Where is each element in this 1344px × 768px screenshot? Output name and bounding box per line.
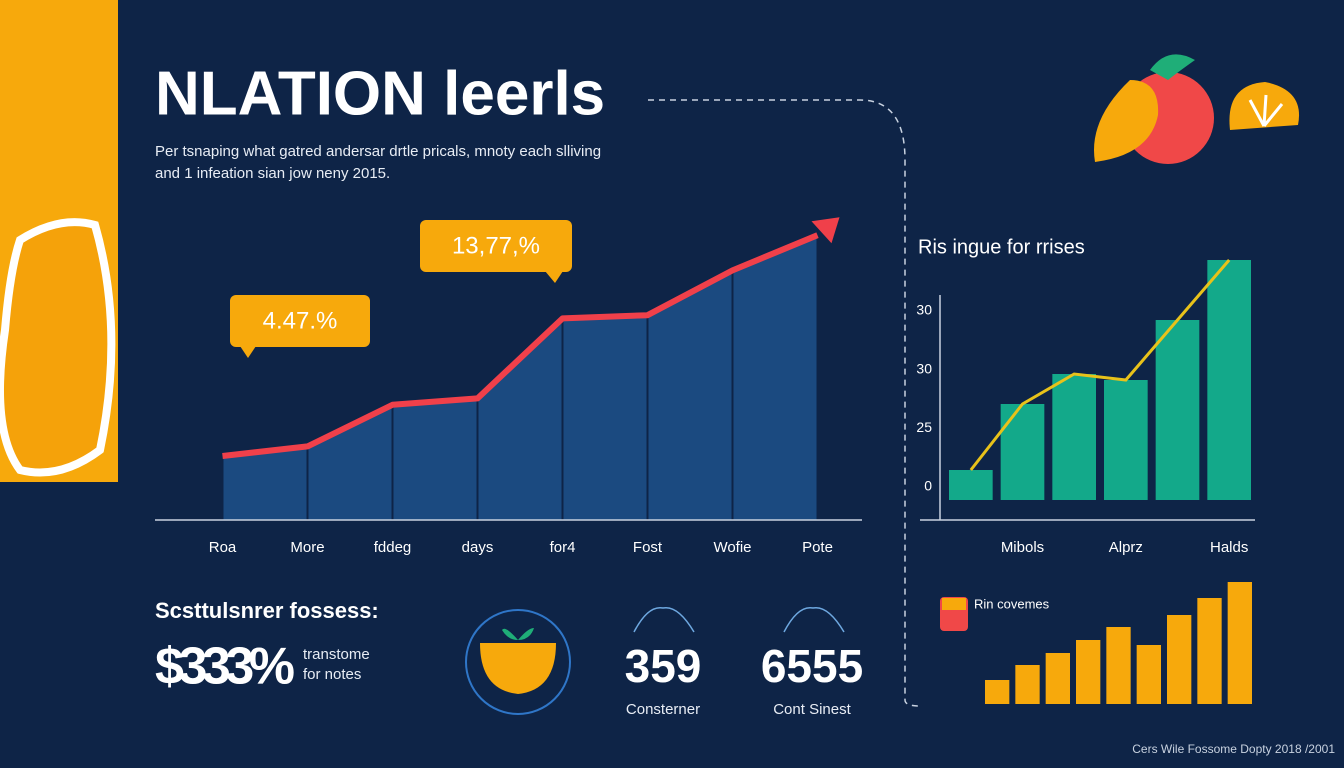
bar bbox=[985, 680, 1010, 704]
stat-label: transtome bbox=[303, 646, 370, 663]
y-tick-label: 30 bbox=[916, 302, 932, 318]
x-tick-label: fddeg bbox=[374, 539, 412, 556]
bar bbox=[1052, 374, 1096, 500]
glass-icon bbox=[0, 218, 116, 477]
x-tick-label: Alprz bbox=[1109, 539, 1143, 556]
subtitle: and 1 infeation sian jow neny 2015. bbox=[155, 165, 390, 182]
fruit-icons bbox=[1094, 54, 1300, 164]
bar bbox=[1227, 582, 1252, 704]
bar bbox=[1155, 320, 1200, 500]
decor-arc bbox=[633, 606, 695, 633]
stat-label: for notes bbox=[303, 666, 361, 683]
bar bbox=[949, 470, 993, 500]
legend-swatch bbox=[942, 598, 966, 610]
annotation: 13,77,% bbox=[452, 232, 540, 259]
dashed-connector bbox=[648, 99, 921, 707]
chart-title: Ris ingue for rrises bbox=[918, 236, 1085, 258]
legend-label: Rin covemes bbox=[974, 596, 1050, 611]
y-tick-label: 30 bbox=[916, 360, 932, 376]
callout: 4.47.% bbox=[230, 295, 370, 358]
x-tick-label: days bbox=[462, 539, 494, 556]
bowl-icon bbox=[465, 609, 571, 715]
subtitle: Per tsnaping what gatred andersar drtle … bbox=[155, 143, 601, 160]
footer: Cers Wile Fossome Dopty 2018 /2001 bbox=[1132, 742, 1335, 756]
x-tick-label: Wofie bbox=[713, 539, 751, 556]
x-tick-label: Mibols bbox=[1001, 539, 1044, 556]
y-tick-label: 0 bbox=[924, 478, 932, 494]
bar bbox=[1104, 380, 1148, 500]
line bbox=[969, 259, 1231, 471]
stat-value: 359 bbox=[625, 640, 702, 692]
bar bbox=[1000, 404, 1045, 500]
bar bbox=[1167, 615, 1192, 704]
line bbox=[222, 232, 819, 459]
bar bbox=[1106, 627, 1131, 704]
bar bbox=[1045, 653, 1070, 704]
bar bbox=[1207, 260, 1251, 500]
x-tick-label: Pote bbox=[802, 539, 833, 556]
arrow-head bbox=[811, 217, 840, 244]
stats-heading: Scsttulsnrer fossess: bbox=[155, 598, 379, 623]
decor-arc bbox=[783, 606, 845, 633]
stat-label: Consterner bbox=[626, 701, 700, 718]
x-tick-label: Halds bbox=[1210, 539, 1248, 556]
stat-value: $333% bbox=[155, 638, 295, 696]
bar bbox=[1015, 665, 1040, 704]
title: NLATION leerls bbox=[155, 59, 605, 128]
x-tick-label: Roa bbox=[209, 539, 237, 556]
x-tick-label: Fost bbox=[633, 539, 663, 556]
annotation: 4.47.% bbox=[263, 307, 338, 334]
bar bbox=[1136, 645, 1161, 704]
y-tick-label: 25 bbox=[916, 419, 932, 435]
stat-label: Cont Sinest bbox=[773, 701, 851, 718]
x-tick-label: More bbox=[290, 539, 324, 556]
stat-value: 6555 bbox=[761, 640, 863, 692]
bar bbox=[1076, 640, 1101, 704]
x-tick-label: for4 bbox=[550, 539, 576, 556]
callout: 13,77,% bbox=[420, 220, 572, 283]
bar bbox=[1197, 598, 1222, 704]
